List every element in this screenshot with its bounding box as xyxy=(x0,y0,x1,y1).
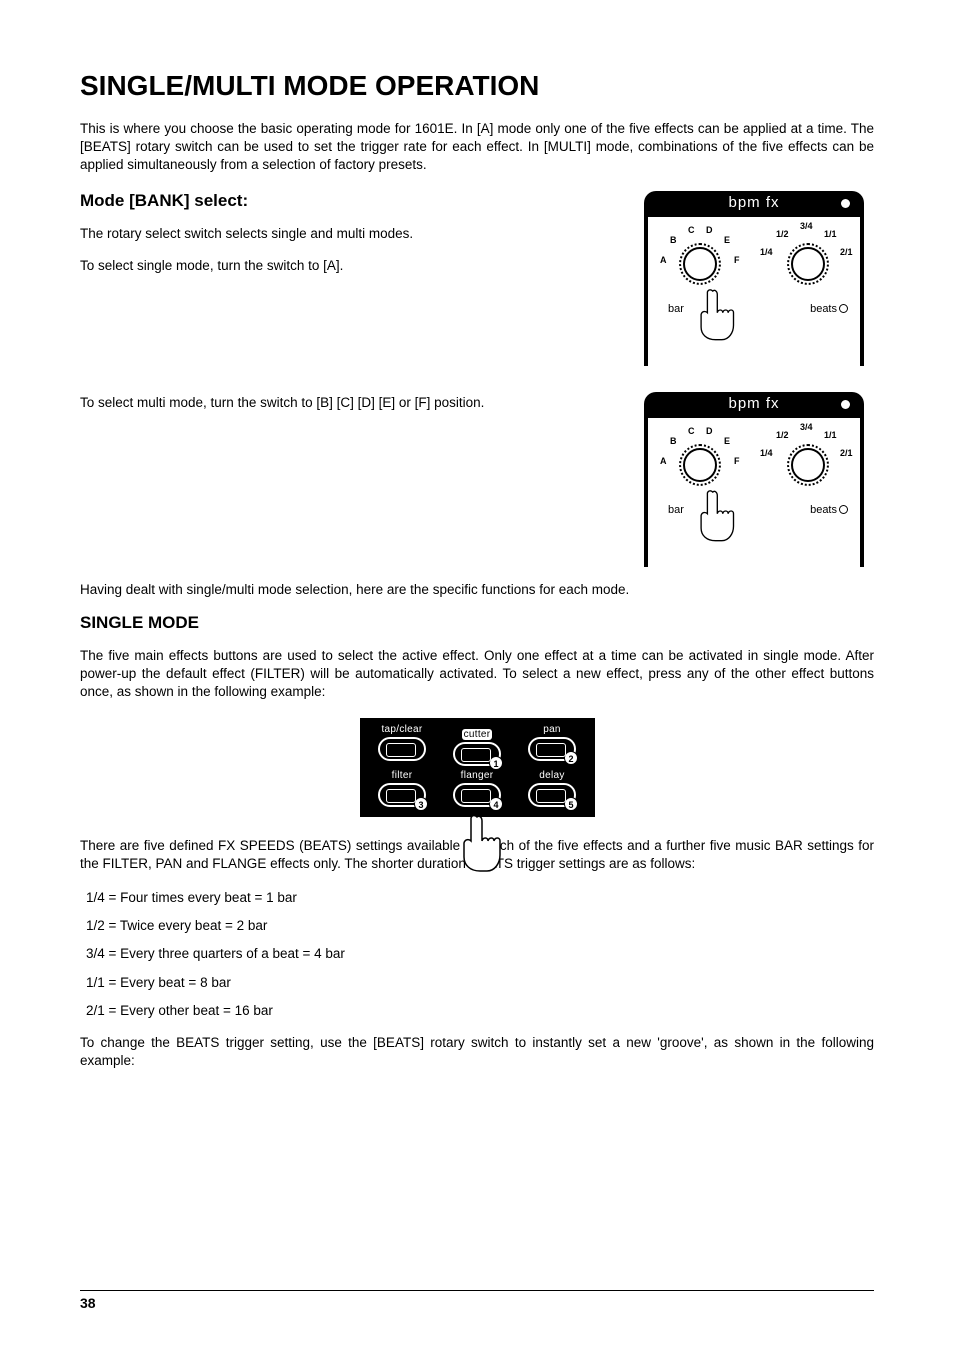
beats-settings-list: 1/4 = Four times every beat = 1 bar 1/2 … xyxy=(80,889,874,1020)
bpm-fx-header: bpm fx xyxy=(644,191,864,217)
fx-badge-3: 3 xyxy=(414,797,428,811)
fx-cell-filter: filter 3 xyxy=(366,770,439,807)
fx-badge-1: 1 xyxy=(489,756,503,770)
pan-button[interactable]: 2 xyxy=(528,737,576,761)
beats-label-2b: 3/4 xyxy=(800,422,813,432)
beats-knob-area-2: 1/4 1/2 3/4 1/1 2/1 beats xyxy=(758,426,858,484)
fx-badge-5: 5 xyxy=(564,797,578,811)
flanger-button[interactable]: 4 xyxy=(453,783,501,807)
fx-row-1: tap/clear cutter 1 pan 2 xyxy=(366,724,589,766)
beats-knob-name-text: beats xyxy=(810,303,837,315)
beats-item-3: 1/1 = Every beat = 8 bar xyxy=(80,974,874,992)
fx-label-tapclear: tap/clear xyxy=(366,724,439,735)
fx-label-delay: delay xyxy=(516,770,589,781)
bar-rotary-knob-2[interactable] xyxy=(683,448,717,482)
bar-knob-area-2: A B C D E F bar xyxy=(650,426,750,484)
cutter-button[interactable]: 1 xyxy=(453,742,501,766)
beats-knob-name-text-2: beats xyxy=(810,504,837,516)
bar-label-e: E xyxy=(724,235,730,245)
bar-label-d2: D xyxy=(706,426,713,436)
beats-label-4b: 2/1 xyxy=(840,448,853,458)
beats-label-1b: 1/2 xyxy=(776,430,789,440)
filter-button[interactable]: 3 xyxy=(378,783,426,807)
page-number: 38 xyxy=(80,1295,96,1311)
beats-rotary-knob[interactable] xyxy=(791,247,825,281)
bar-label-a2: A xyxy=(660,456,667,466)
beats-item-1: 1/2 = Twice every beat = 2 bar xyxy=(80,917,874,935)
beats-label-2: 3/4 xyxy=(800,221,813,231)
bar-label-c: C xyxy=(688,225,695,235)
fx-label-pan: pan xyxy=(516,724,589,735)
page-footer: 38 xyxy=(80,1290,874,1311)
bpm-fx-title-2: bpm fx xyxy=(728,395,779,412)
single-mode-p1: The five main effects buttons are used t… xyxy=(80,647,874,702)
single-mode-heading: SINGLE MODE xyxy=(80,613,874,633)
mode-select-p3: To select multi mode, turn the switch to… xyxy=(80,394,624,412)
fx-label-filter: filter xyxy=(366,770,439,781)
bpm-fx-title: bpm fx xyxy=(728,194,779,211)
fx-row-2: filter 3 flanger 4 delay 5 xyxy=(366,770,589,807)
bar-label-f2: F xyxy=(734,456,740,466)
bar-knob-labels-2: A B C D E F xyxy=(650,426,750,484)
bar-knob-area: A B C D E F bar xyxy=(650,225,750,283)
fx-cell-flanger: flanger 4 xyxy=(441,770,514,807)
mode-select-heading: Mode [BANK] select: xyxy=(80,191,624,211)
fx-cell-pan: pan 2 xyxy=(516,724,589,766)
mode-select-section: Mode [BANK] select: The rotary select sw… xyxy=(80,191,874,380)
single-mode-p3: To change the BEATS trigger setting, use… xyxy=(80,1034,874,1070)
beats-knob-labels: 1/4 1/2 3/4 1/1 2/1 xyxy=(758,225,858,283)
fx-badge-2: 2 xyxy=(564,751,578,765)
tap-clear-button[interactable] xyxy=(378,737,426,761)
led-icon xyxy=(841,400,850,409)
bar-rotary-knob[interactable] xyxy=(683,247,717,281)
beats-label-4: 2/1 xyxy=(840,247,853,257)
beats-item-2: 3/4 = Every three quarters of a beat = 4… xyxy=(80,945,874,963)
beats-item-0: 1/4 = Four times every beat = 1 bar xyxy=(80,889,874,907)
beats-knob-labels-2: 1/4 1/2 3/4 1/1 2/1 xyxy=(758,426,858,484)
mode-select-p2: To select single mode, turn the switch t… xyxy=(80,257,624,275)
beats-item-4: 2/1 = Every other beat = 16 bar xyxy=(80,1002,874,1020)
bar-knob-labels: A B C D E F xyxy=(650,225,750,283)
fx-button-diagram: tap/clear cutter 1 pan 2 filter 3 flange… xyxy=(80,718,874,817)
fx-label-cutter: cutter xyxy=(462,729,493,740)
bar-label-d: D xyxy=(706,225,713,235)
led-outline-icon xyxy=(839,304,848,313)
mode-select-p1: The rotary select switch selects single … xyxy=(80,225,624,243)
beats-label-0: 1/4 xyxy=(760,247,773,257)
fx-label-flanger: flanger xyxy=(441,770,514,781)
beats-label-3b: 1/1 xyxy=(824,430,837,440)
bar-label-a: A xyxy=(660,255,667,265)
bpm-fx-diagram-multi: bpm fx A B C D E F bar xyxy=(644,392,864,567)
bar-label-b: B xyxy=(670,235,677,245)
bar-label-b2: B xyxy=(670,436,677,446)
page-title: SINGLE/MULTI MODE OPERATION xyxy=(80,70,874,102)
beats-label-1: 1/2 xyxy=(776,229,789,239)
hand-pointer-icon xyxy=(693,488,738,543)
hand-pointer-icon xyxy=(693,287,738,342)
beats-label-3: 1/1 xyxy=(824,229,837,239)
bpm-fx-header-2: bpm fx xyxy=(644,392,864,418)
fx-cell-cutter: cutter 1 xyxy=(441,724,514,766)
multi-mode-row: To select multi mode, turn the switch to… xyxy=(80,386,874,581)
led-outline-icon xyxy=(839,505,848,514)
bar-label-c2: C xyxy=(688,426,695,436)
hand-pointer-icon xyxy=(455,813,505,873)
bar-label-f: F xyxy=(734,255,740,265)
delay-button[interactable]: 5 xyxy=(528,783,576,807)
fx-cell-delay: delay 5 xyxy=(516,770,589,807)
led-icon xyxy=(841,199,850,208)
fx-badge-4: 4 xyxy=(489,797,503,811)
beats-rotary-knob-2[interactable] xyxy=(791,448,825,482)
intro-paragraph: This is where you choose the basic opera… xyxy=(80,120,874,175)
fx-cell-tapclear: tap/clear xyxy=(366,724,439,766)
beats-label-0b: 1/4 xyxy=(760,448,773,458)
beats-knob-area: 1/4 1/2 3/4 1/1 2/1 beats xyxy=(758,225,858,283)
post-mode-paragraph: Having dealt with single/multi mode sele… xyxy=(80,581,874,599)
bar-label-e2: E xyxy=(724,436,730,446)
bpm-fx-diagram-single: bpm fx A B C D E F bar xyxy=(644,191,864,366)
